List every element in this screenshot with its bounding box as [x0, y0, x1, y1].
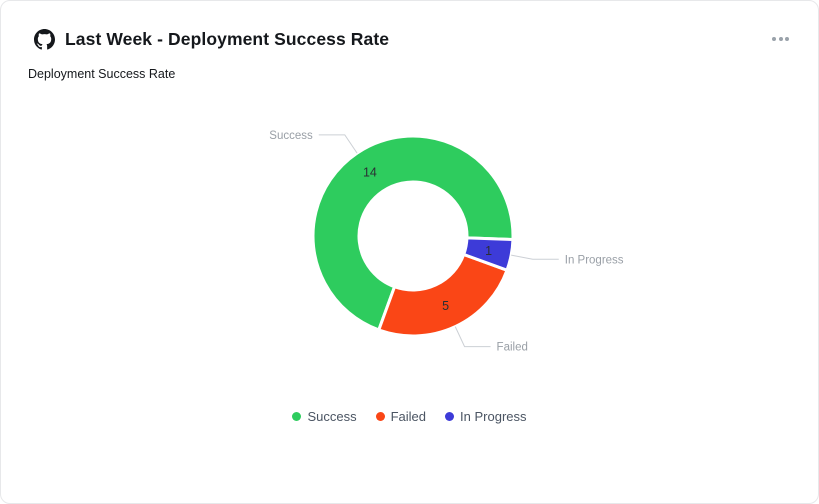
card-menu-button[interactable]: [770, 33, 791, 45]
github-icon: [34, 28, 55, 50]
legend-dot-in-progress: [445, 412, 455, 421]
card-header: Last Week - Deployment Success Rate: [34, 27, 791, 51]
legend-dot-success: [292, 412, 302, 421]
slice-value-in-progress: 1: [485, 244, 492, 258]
chart-title: Deployment Success Rate: [28, 67, 176, 81]
legend-label-in-progress: In Progress: [460, 409, 527, 424]
slice-value-failed: 5: [442, 299, 449, 313]
callout-line-failed: [454, 326, 491, 348]
legend-item-success[interactable]: Success: [292, 409, 357, 424]
legend-label-failed: Failed: [390, 409, 427, 424]
slice-label-in-progress: In Progress: [565, 254, 624, 266]
legend-label-success: Success: [307, 409, 357, 424]
slice-success[interactable]: [311, 134, 515, 332]
callout-line-success: [318, 134, 358, 154]
chart-legend: Success Failed In Progress: [1, 409, 818, 424]
donut-chart: 14 Success 5 Failed 1 In Progress: [269, 130, 624, 354]
legend-dot-failed: [375, 412, 385, 421]
slice-label-failed: Failed: [497, 342, 528, 354]
ellipsis-icon: [772, 37, 776, 41]
callout-line-in-progress: [511, 254, 559, 260]
legend-item-in-progress[interactable]: In Progress: [445, 409, 527, 424]
slice-failed[interactable]: [377, 252, 509, 338]
slice-value-success: 14: [363, 166, 377, 180]
slice-in-progress[interactable]: [462, 236, 515, 272]
legend-item-failed[interactable]: Failed: [375, 409, 427, 424]
slice-label-success: Success: [269, 130, 313, 142]
card-title: Last Week - Deployment Success Rate: [65, 28, 390, 49]
